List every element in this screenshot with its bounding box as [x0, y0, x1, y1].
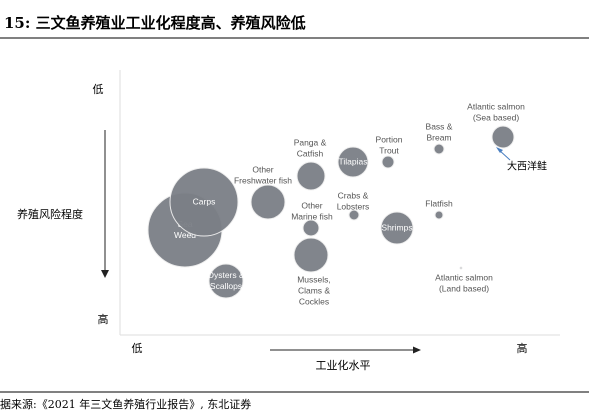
bubble: [250, 184, 286, 220]
bubble-label: (Land based): [439, 283, 489, 293]
bubble-label: Mussels,: [297, 274, 331, 284]
bubble-label: Flatfish: [425, 198, 453, 208]
bubble: [491, 125, 515, 149]
bubble-label: Weed: [174, 230, 196, 240]
bubble-label: Other: [301, 200, 322, 210]
bubble-label: Lobsters: [337, 201, 370, 211]
bubble-label: Portion: [376, 134, 403, 144]
x-arrowhead: [413, 346, 421, 354]
bubble-label: Clams &: [298, 285, 330, 295]
bubble: [348, 209, 360, 221]
bubble: [433, 143, 445, 155]
bubble-label: Atlantic salmon: [435, 272, 493, 282]
bubble-label: Atlantic salmon: [467, 101, 525, 111]
y-arrowhead: [101, 270, 109, 278]
bubble: [380, 211, 414, 245]
bubble-label: Catfish: [297, 148, 324, 158]
title: 15: 三文鱼养殖业工业化程度高、养殖风险低: [4, 14, 306, 32]
bubble-label: Scallops: [210, 281, 242, 291]
bubble-label: Carps: [193, 196, 216, 206]
bubble: [293, 237, 329, 273]
bubble: [302, 219, 320, 237]
y-title: 养殖风险程度: [17, 207, 83, 221]
bubble-label: Cockles: [299, 296, 329, 306]
bubble: [337, 146, 369, 178]
bubble: [459, 266, 463, 270]
bubble-label: Freshwater fish: [234, 175, 292, 185]
bubble-label: Bass &: [426, 121, 453, 131]
bubble-label: Shrimps: [381, 222, 412, 232]
bubble-label: Trout: [379, 145, 399, 155]
x-title: 工业化水平: [316, 358, 371, 372]
bubble: [208, 263, 244, 299]
x-low: 低: [132, 342, 143, 355]
bubble-label: (Sea based): [473, 112, 519, 122]
bubble: [296, 161, 326, 191]
y-high: 高: [98, 312, 109, 326]
annotation-arrowhead: [496, 147, 503, 153]
bubble: [381, 155, 395, 169]
bubble-label: Bream: [426, 132, 451, 142]
y-low: 低: [93, 83, 104, 96]
bubble-label: Panga &: [294, 137, 327, 147]
bubble-label: Other: [252, 164, 273, 174]
bubble-label: Oysters &: [207, 270, 245, 280]
bubble-label: Crabs &: [338, 190, 369, 200]
bubble: [169, 167, 239, 237]
bubble-label: Tilapias: [339, 156, 368, 166]
bubble-label: Marine fish: [291, 211, 333, 221]
x-high: 高: [517, 341, 528, 355]
bubble: [434, 210, 444, 220]
source: 据来源:《2021 年三文鱼养殖行业报告》, 东北证券: [0, 397, 251, 411]
annotation: 大西洋鲑: [507, 160, 547, 173]
bubbles: SeaWeedCarpsOysters &ScallopsOtherFreshw…: [147, 101, 525, 306]
